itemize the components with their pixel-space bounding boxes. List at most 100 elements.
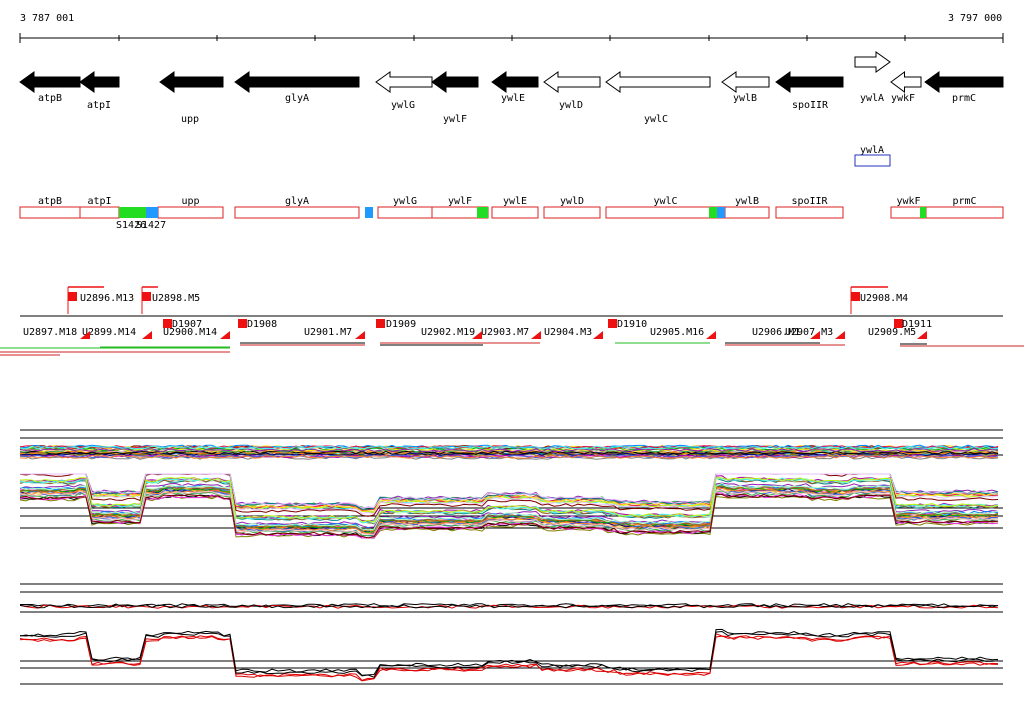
d-marker [163, 319, 172, 328]
d-marker [894, 319, 903, 328]
outline-gene-ywlD[interactable] [543, 206, 601, 219]
gene-label: glyA [285, 93, 309, 104]
gene-track: atpB atpI upp glyA ywlG ywlF ywlE ywlD ywlC ywlB s… [19, 51, 1004, 125]
gene-label: spoIIR [792, 100, 829, 111]
outline-gene-ywlB[interactable] [724, 206, 770, 219]
outline-gene-label: glyA [285, 196, 309, 207]
snp-marker [365, 207, 373, 218]
expression-curve [19, 454, 999, 459]
gene-arrow-atpI[interactable] [79, 71, 120, 93]
d-marker-label: D1909 [386, 319, 416, 330]
gene-label: ywlF [443, 114, 467, 125]
outline-gene-label: ywlC [653, 196, 677, 207]
outline-gene-label: upp [181, 196, 199, 207]
d-marker-label: D1910 [617, 319, 647, 330]
transcript-track: U2896.M13 U2898.M5 U2908.M4 U2897.M18 U2… [0, 286, 1024, 356]
snp-marker [119, 207, 146, 218]
gene-label: atpI [87, 100, 111, 111]
outline-gene-label: spoIIR [791, 196, 828, 207]
expression-curve [19, 495, 999, 539]
lower-transcript-label: U2909.M5 [868, 327, 916, 338]
coord-end: 3 797 000 [948, 13, 1003, 24]
gene-arrow-ywlB[interactable] [721, 71, 770, 93]
ywlA-box [854, 154, 891, 167]
expression-curve [19, 635, 999, 682]
outline-gene-upp[interactable] [157, 206, 224, 219]
expression-curve [20, 603, 999, 608]
expression-curve [19, 485, 999, 530]
outline-gene-atpB[interactable] [19, 206, 81, 219]
lower-transcript-label: U2900.M14 [163, 327, 217, 338]
outline-gene-spoIIR[interactable] [775, 206, 844, 219]
gene-arrow-ywlD[interactable] [543, 71, 601, 93]
upper-transcript-label: U2898.M5 [152, 293, 200, 304]
expression-curve [20, 473, 999, 509]
gene-arrow-spoIIR[interactable] [775, 71, 844, 93]
outline-gene-atpI[interactable] [79, 206, 120, 219]
expression-curve [19, 493, 999, 539]
snp-marker [477, 207, 488, 218]
lower-transcript-label: U2907.M3 [785, 327, 833, 338]
outline-gene-label: prmC [952, 196, 976, 207]
gene-outline-track: atpB atpI upp glyA ywlG ywlF ywlE ywlD ywlC ywlB s… [19, 196, 1004, 219]
lower-transcript-label: U2899.M14 [82, 327, 136, 338]
outline-gene-label: ywlF [448, 196, 472, 207]
outline-gene-label: ywkF [896, 196, 920, 207]
upper-flag [68, 292, 77, 301]
gene-arrow-upp[interactable] [159, 71, 224, 93]
gene-arrow-prmC[interactable] [924, 71, 1004, 93]
gene-label: atpB [38, 93, 62, 104]
expression-curve [19, 604, 999, 609]
outline-gene-glyA[interactable] [234, 206, 360, 219]
lower-transcript-label: U2906.M1 [752, 327, 800, 338]
expression-panel-summary [19, 583, 1003, 685]
gene-arrow-glyA[interactable] [234, 71, 360, 93]
expression-curve [19, 633, 999, 681]
gene-arrow-atpB[interactable] [19, 71, 81, 93]
gene-label: ywlE [501, 93, 525, 104]
gene-label: ywlA [860, 93, 884, 104]
snp-marker [717, 207, 725, 218]
upper-flag [142, 292, 151, 301]
expression-curve [19, 630, 999, 678]
expression-panel-multicolor [19, 429, 1003, 539]
gene-arrow-ywkF[interactable] [890, 71, 922, 93]
gene-arrow-ywlA[interactable] [854, 51, 891, 73]
d-marker [376, 319, 385, 328]
gene-label: ywlD [559, 100, 583, 111]
expression-curve [19, 454, 999, 459]
lower-transcript-label: U2904.M3 [544, 327, 592, 338]
gene-arrow-ywlG[interactable] [375, 71, 433, 93]
outline-gene-ywlC[interactable] [605, 206, 726, 219]
lower-transcript-label: U2903.M7 [481, 327, 529, 338]
expression-curve [19, 445, 999, 450]
gene-arrow-ywlF[interactable] [431, 71, 479, 93]
gene-label: prmC [952, 93, 976, 104]
gene-label: ywlG [391, 100, 415, 111]
snp-label-1: S1426 [116, 220, 146, 231]
gene-label: upp [181, 114, 199, 125]
d-marker [238, 319, 247, 328]
gene-arrow-ywlC[interactable] [605, 71, 711, 93]
gene-arrow-ywlE[interactable] [491, 71, 539, 93]
snp-label-2: S1427 [136, 220, 166, 231]
expression-curve [19, 486, 999, 534]
expression-curve [19, 482, 999, 531]
lower-transcript-label: U2905.M16 [650, 327, 704, 338]
outline-gene-prmC[interactable] [925, 206, 1004, 219]
upper-transcript-label: U2908.M4 [860, 293, 908, 304]
gene-label: ywkF [891, 93, 915, 104]
ywlA-box-label: ywlA [860, 145, 884, 156]
outline-gene-ywlE[interactable] [491, 206, 539, 219]
snp-marker [146, 207, 158, 218]
outline-gene-label: ywlG [393, 196, 417, 207]
upper-flag [851, 292, 860, 301]
d-marker-label: D1911 [902, 319, 932, 330]
outline-gene-label: ywlE [503, 196, 527, 207]
upper-transcript-label: U2896.M13 [80, 293, 134, 304]
snp-markers: S1426 S1427 [116, 207, 926, 231]
outline-gene-ywlG[interactable] [377, 206, 433, 219]
expression-curve [19, 489, 999, 536]
coord-start: 3 787 001 [20, 13, 75, 24]
